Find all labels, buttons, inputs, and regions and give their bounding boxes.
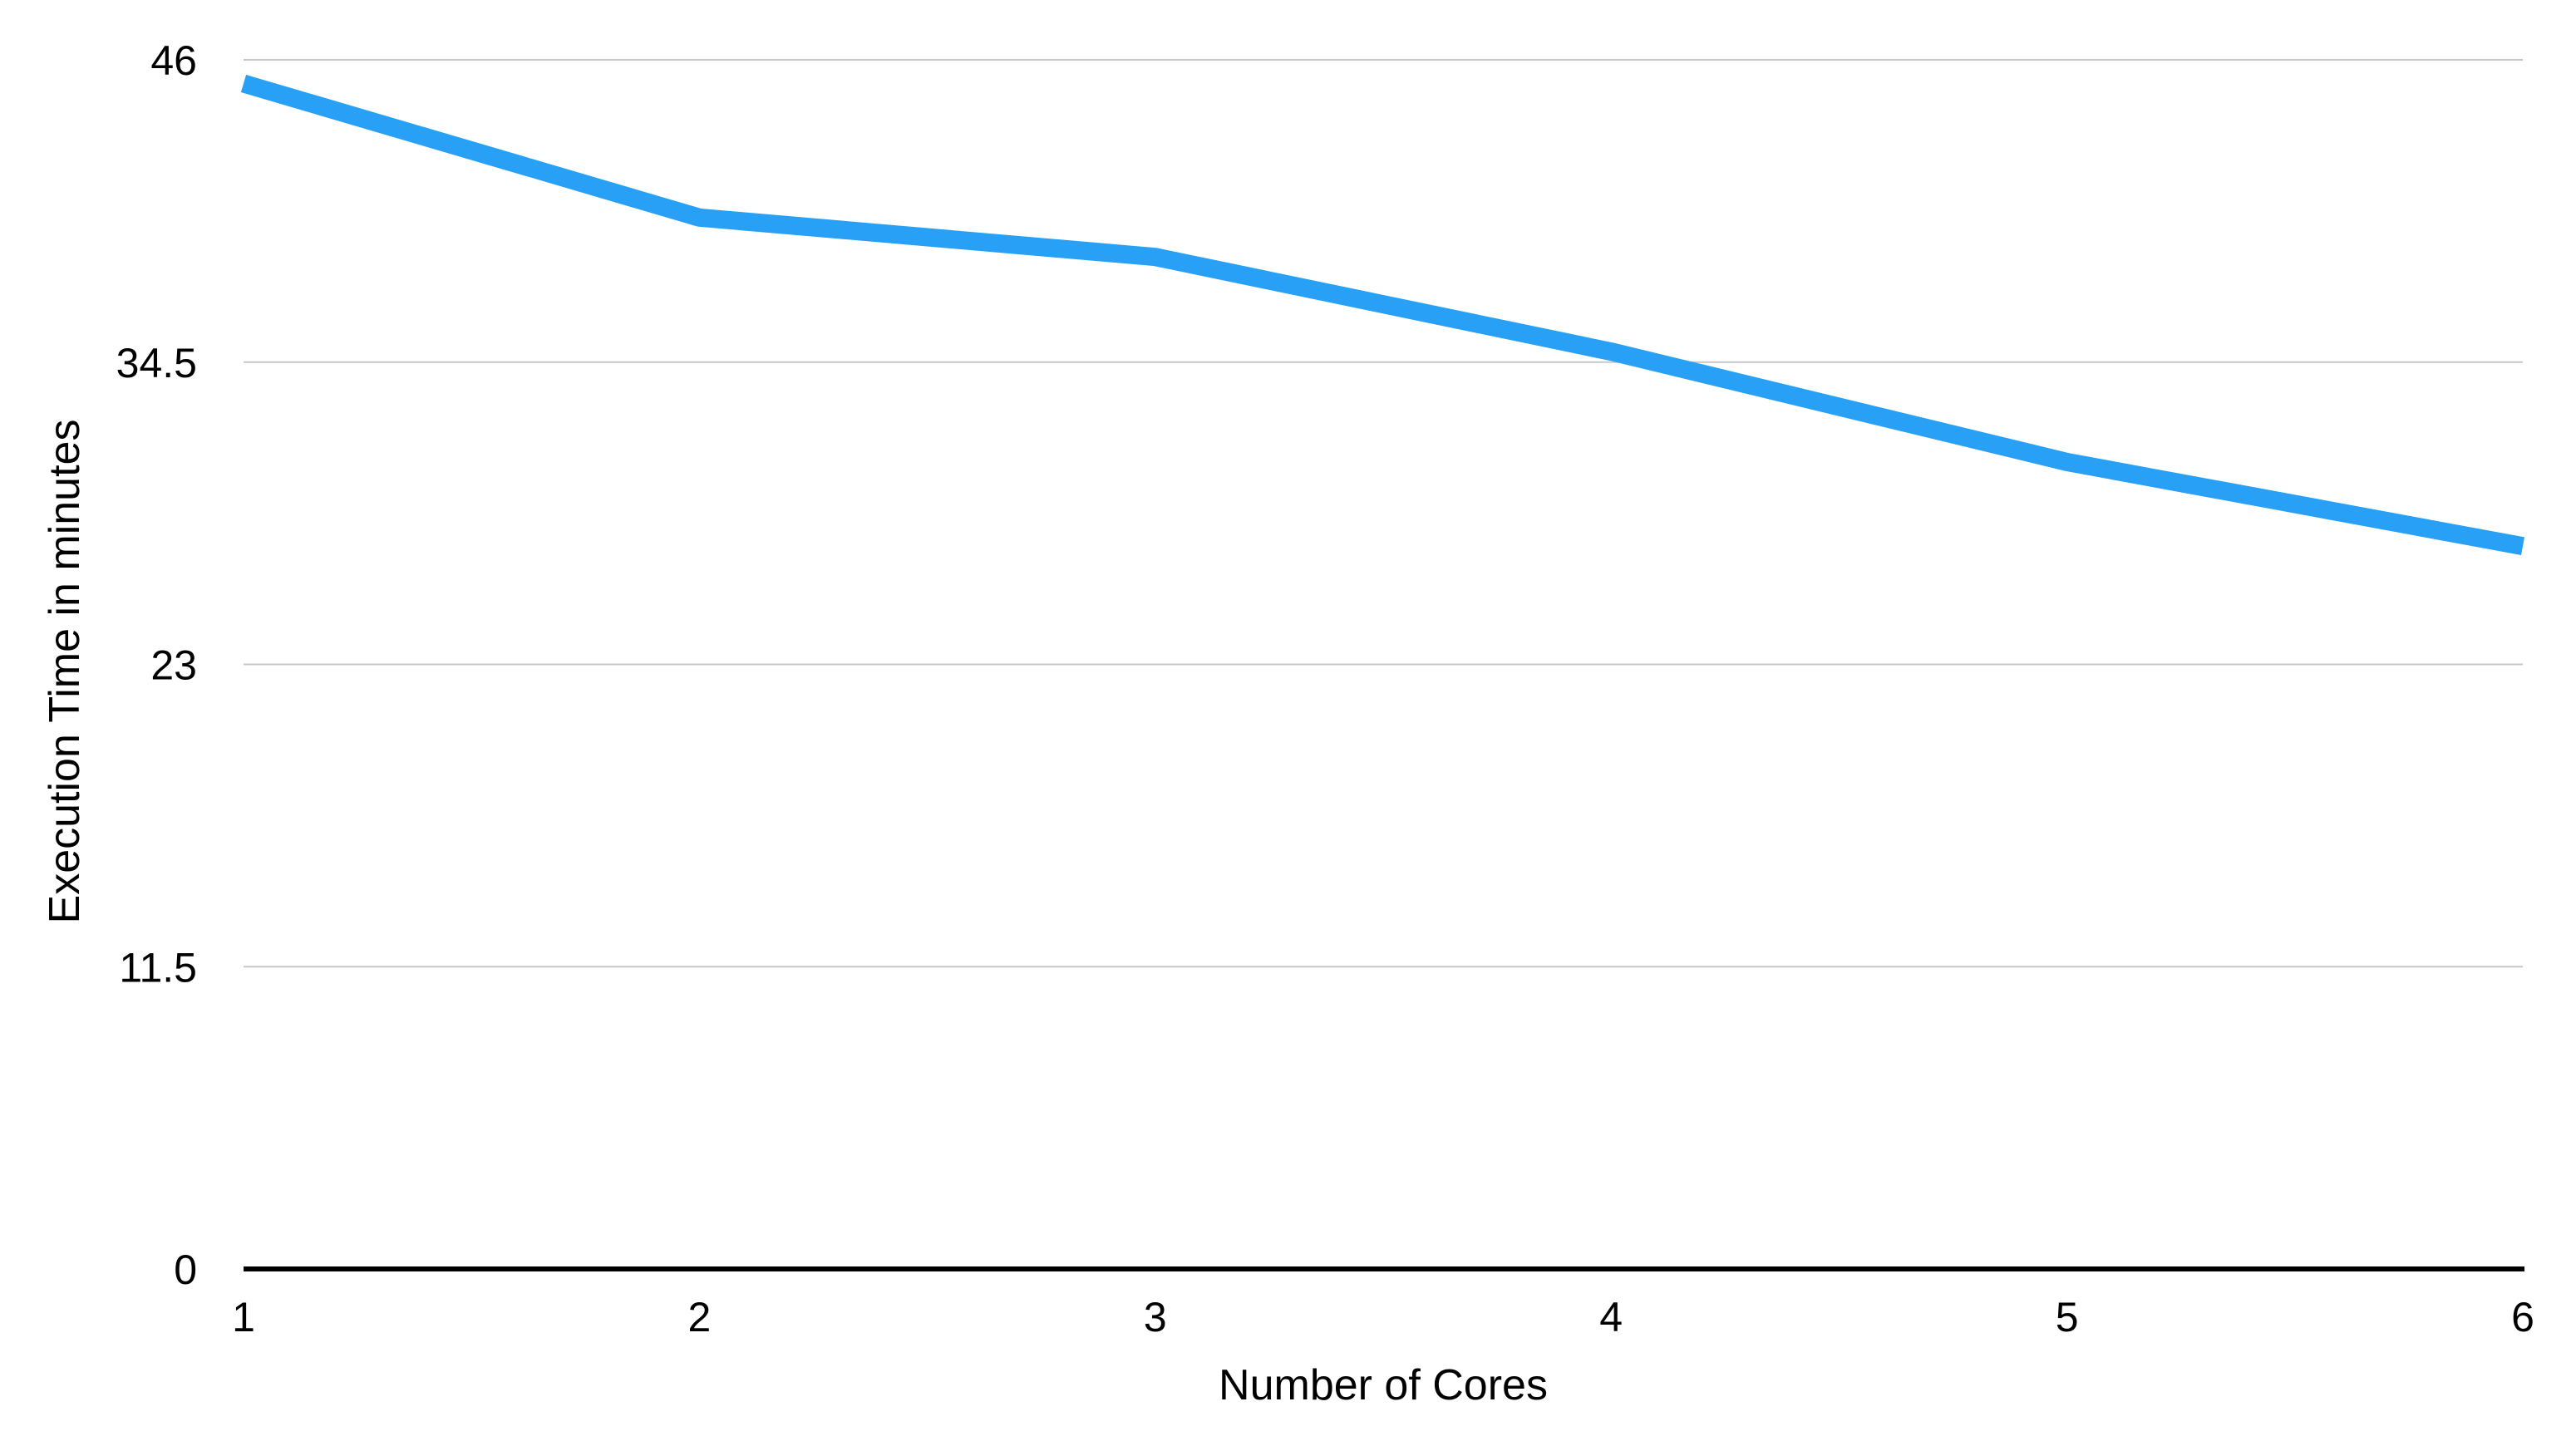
y-tick-labels-group: 0 11.5 23 34.5 46 — [116, 37, 197, 1293]
y-axis-title: Execution Time in minutes — [41, 420, 89, 924]
x-tick-label-3: 3 — [1144, 1294, 1167, 1340]
y-tick-label-0: 0 — [174, 1247, 197, 1293]
y-tick-label-34.5: 34.5 — [116, 340, 197, 386]
y-tick-label-46: 46 — [150, 37, 197, 84]
y-tick-label-23: 23 — [150, 642, 197, 689]
x-tick-label-1: 1 — [232, 1294, 255, 1340]
gridlines-group — [244, 59, 2523, 968]
x-tick-label-4: 4 — [1599, 1294, 1623, 1340]
x-tick-label-6: 6 — [2511, 1294, 2534, 1340]
x-axis-title: Number of Cores — [1219, 1361, 1548, 1409]
y-tick-label-11.5: 11.5 — [119, 944, 197, 991]
execution-time-line — [240, 74, 2524, 556]
x-tick-label-2: 2 — [687, 1294, 711, 1340]
x-tick-label-5: 5 — [2056, 1294, 2079, 1340]
x-tick-labels-group: 1 2 3 4 5 6 — [232, 1294, 2534, 1340]
